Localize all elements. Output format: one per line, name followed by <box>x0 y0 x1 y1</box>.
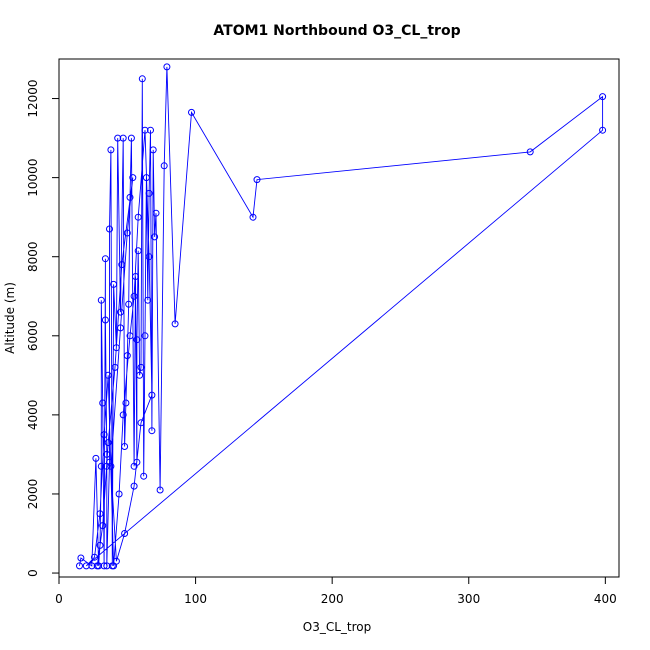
data-point <box>104 371 112 379</box>
data-point <box>140 472 148 480</box>
data-point <box>97 296 105 304</box>
data-point <box>126 332 134 340</box>
x-tick-label: 200 <box>321 592 344 606</box>
data-point <box>106 458 113 466</box>
data-point <box>118 261 126 269</box>
data-point <box>119 411 127 419</box>
data-point <box>152 209 160 217</box>
data-point <box>110 280 118 288</box>
data-point <box>96 541 104 549</box>
y-tick-label: 12000 <box>26 79 40 117</box>
data-point <box>144 296 152 304</box>
data-point <box>112 344 120 352</box>
data-point <box>249 213 257 221</box>
data-point <box>148 391 156 399</box>
data-point <box>117 308 124 316</box>
data-point <box>149 146 157 154</box>
data-point <box>253 176 261 184</box>
data-point <box>119 134 127 142</box>
y-tick-label: 8000 <box>26 241 40 272</box>
x-tick-label: 0 <box>55 592 63 606</box>
data-point <box>101 316 109 324</box>
data-point <box>101 255 109 263</box>
x-tick-label: 300 <box>457 592 480 606</box>
data-point <box>76 562 83 570</box>
data-point <box>141 126 149 134</box>
data-point <box>171 320 179 328</box>
data-point <box>107 146 115 154</box>
data-point <box>121 443 129 450</box>
data-point <box>138 75 146 83</box>
plot-frame <box>58 58 620 578</box>
data-point <box>137 419 145 427</box>
data-point <box>188 108 195 116</box>
data-point <box>122 399 130 407</box>
data-point <box>104 439 112 447</box>
data-point <box>99 399 107 407</box>
data-point <box>141 332 149 340</box>
data-point <box>160 162 168 170</box>
data-point <box>129 174 137 182</box>
y-axis-label: Altitude (m) <box>3 282 17 354</box>
data-point <box>115 490 123 498</box>
data-point <box>130 292 138 300</box>
y-tick-label: 4000 <box>26 400 40 431</box>
data-point <box>93 562 101 570</box>
data-point <box>151 233 159 241</box>
x-tick-label: 100 <box>184 592 207 606</box>
data-point <box>133 336 141 344</box>
data-point <box>599 126 607 134</box>
data-point <box>99 522 107 530</box>
data-point <box>117 324 124 332</box>
series-points-group <box>76 63 607 570</box>
data-point <box>526 148 534 156</box>
data-point <box>106 225 113 233</box>
data-point <box>156 486 164 494</box>
data-point <box>127 134 135 142</box>
data-point <box>100 562 108 570</box>
x-tick-label: 400 <box>594 592 617 606</box>
data-point <box>111 363 119 371</box>
y-tick-label: 6000 <box>26 321 40 352</box>
chart-title: ATOM1 Northbound O3_CL_trop <box>213 23 460 39</box>
data-point <box>134 213 142 221</box>
data-point <box>134 247 142 255</box>
data-point <box>107 462 115 470</box>
y-tick-label: 2000 <box>26 479 40 510</box>
data-point <box>82 562 90 570</box>
data-point <box>137 363 145 371</box>
data-point <box>130 482 138 490</box>
data-point <box>136 371 144 379</box>
data-point <box>103 450 111 458</box>
data-point <box>126 193 134 201</box>
data-point <box>123 229 131 237</box>
data-point <box>148 427 156 435</box>
y-axis: 0 2000 4000 6000 8000 10000 12000 <box>26 79 59 577</box>
data-point <box>125 300 133 308</box>
data-point <box>96 510 104 518</box>
data-point <box>142 174 150 182</box>
data-point <box>112 557 120 565</box>
data-point <box>133 458 141 466</box>
data-point <box>145 253 153 261</box>
x-axis: 0 100 200 300 400 <box>55 577 617 606</box>
data-point <box>100 431 108 439</box>
data-point <box>123 352 131 360</box>
y-tick-label: 10000 <box>26 159 40 197</box>
data-point <box>163 63 171 71</box>
data-point <box>77 554 85 562</box>
data-point <box>132 273 139 280</box>
data-point <box>91 553 98 561</box>
data-point <box>145 189 153 197</box>
x-axis-label: O3_CL_trop <box>303 620 371 634</box>
data-point <box>121 530 129 537</box>
y-tick-label: 0 <box>26 569 40 577</box>
data-point <box>599 93 607 101</box>
data-point <box>92 454 100 462</box>
